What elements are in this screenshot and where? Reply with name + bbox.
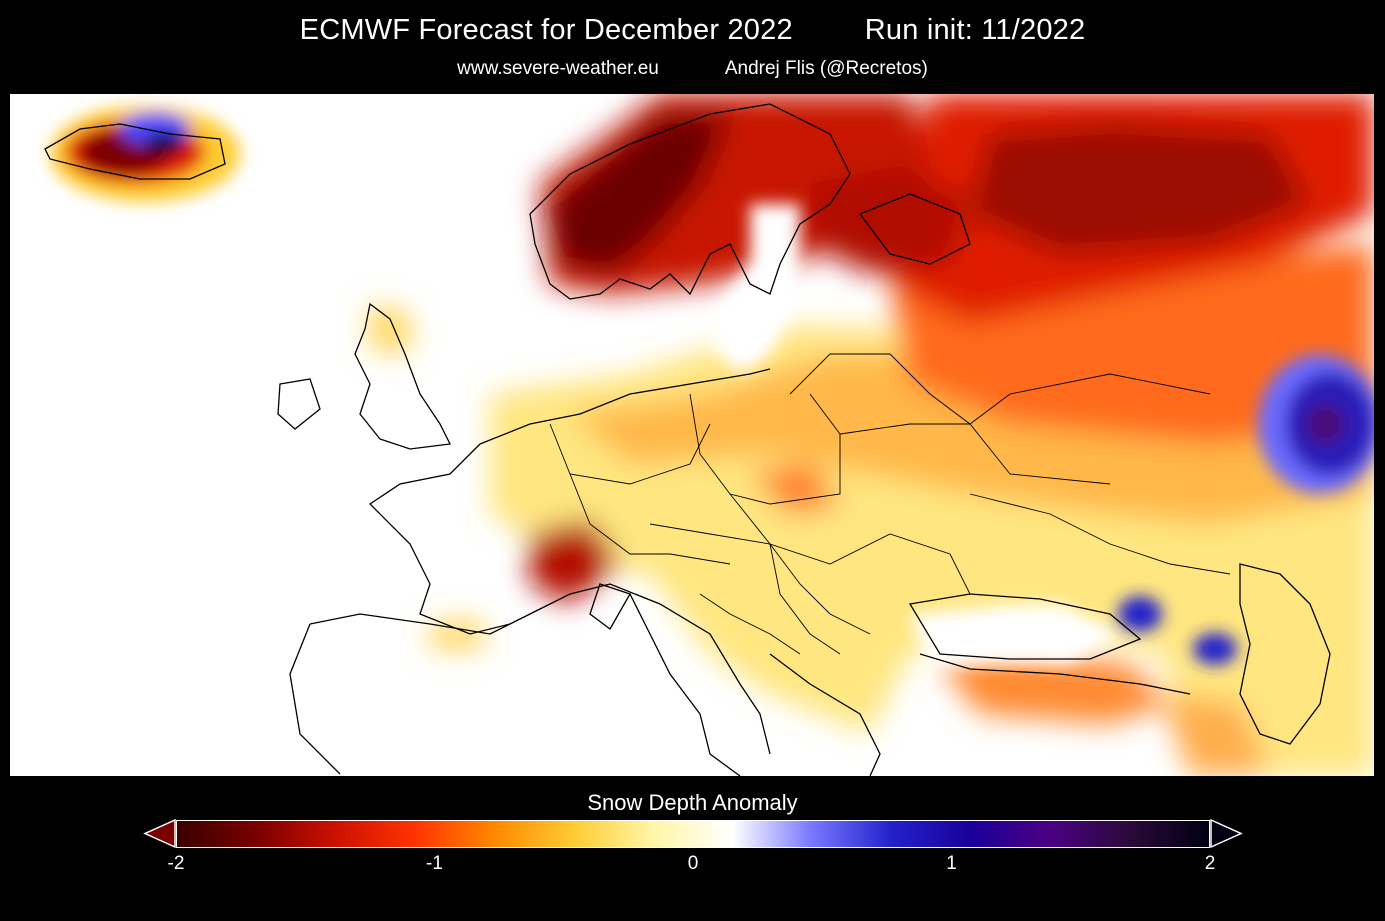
country-borders [549,353,1231,655]
author-credit: Andrej Flis (@Recretos) [724,58,928,79]
run-init: Run init: 11/2022 [864,14,1086,46]
forecast-title: ECMWF Forecast for December 2022 [299,14,793,46]
anomaly-field [370,94,1374,776]
legend-tick-label: 0 [687,853,699,874]
coastlines [44,103,1331,776]
legend-max-arrow-icon [1210,819,1243,849]
website-credit: www.severe-weather.eu [457,58,659,79]
chart-subtitle: www.severe-weather.eu Andrej Flis (@Recr… [0,58,1385,80]
legend-tick-label: 1 [946,853,957,874]
baltic-clearing [710,204,1120,664]
legend-title: Snow Depth Anomaly [587,790,798,815]
positive-anomaly-east [1258,354,1374,494]
legend-tick-label: -2 [167,853,185,874]
positive-anomaly-caucasus [1118,596,1237,665]
anomaly-map [10,94,1374,776]
legend-tick-label: -1 [426,853,443,874]
legend-min-arrow-icon [143,819,176,849]
legend-tick-label: 2 [1204,853,1216,874]
legend-colorbar [176,820,1210,848]
chart-title: ECMWF Forecast for December 2022 Run ini… [0,14,1385,54]
iceland-anomaly [50,106,240,202]
